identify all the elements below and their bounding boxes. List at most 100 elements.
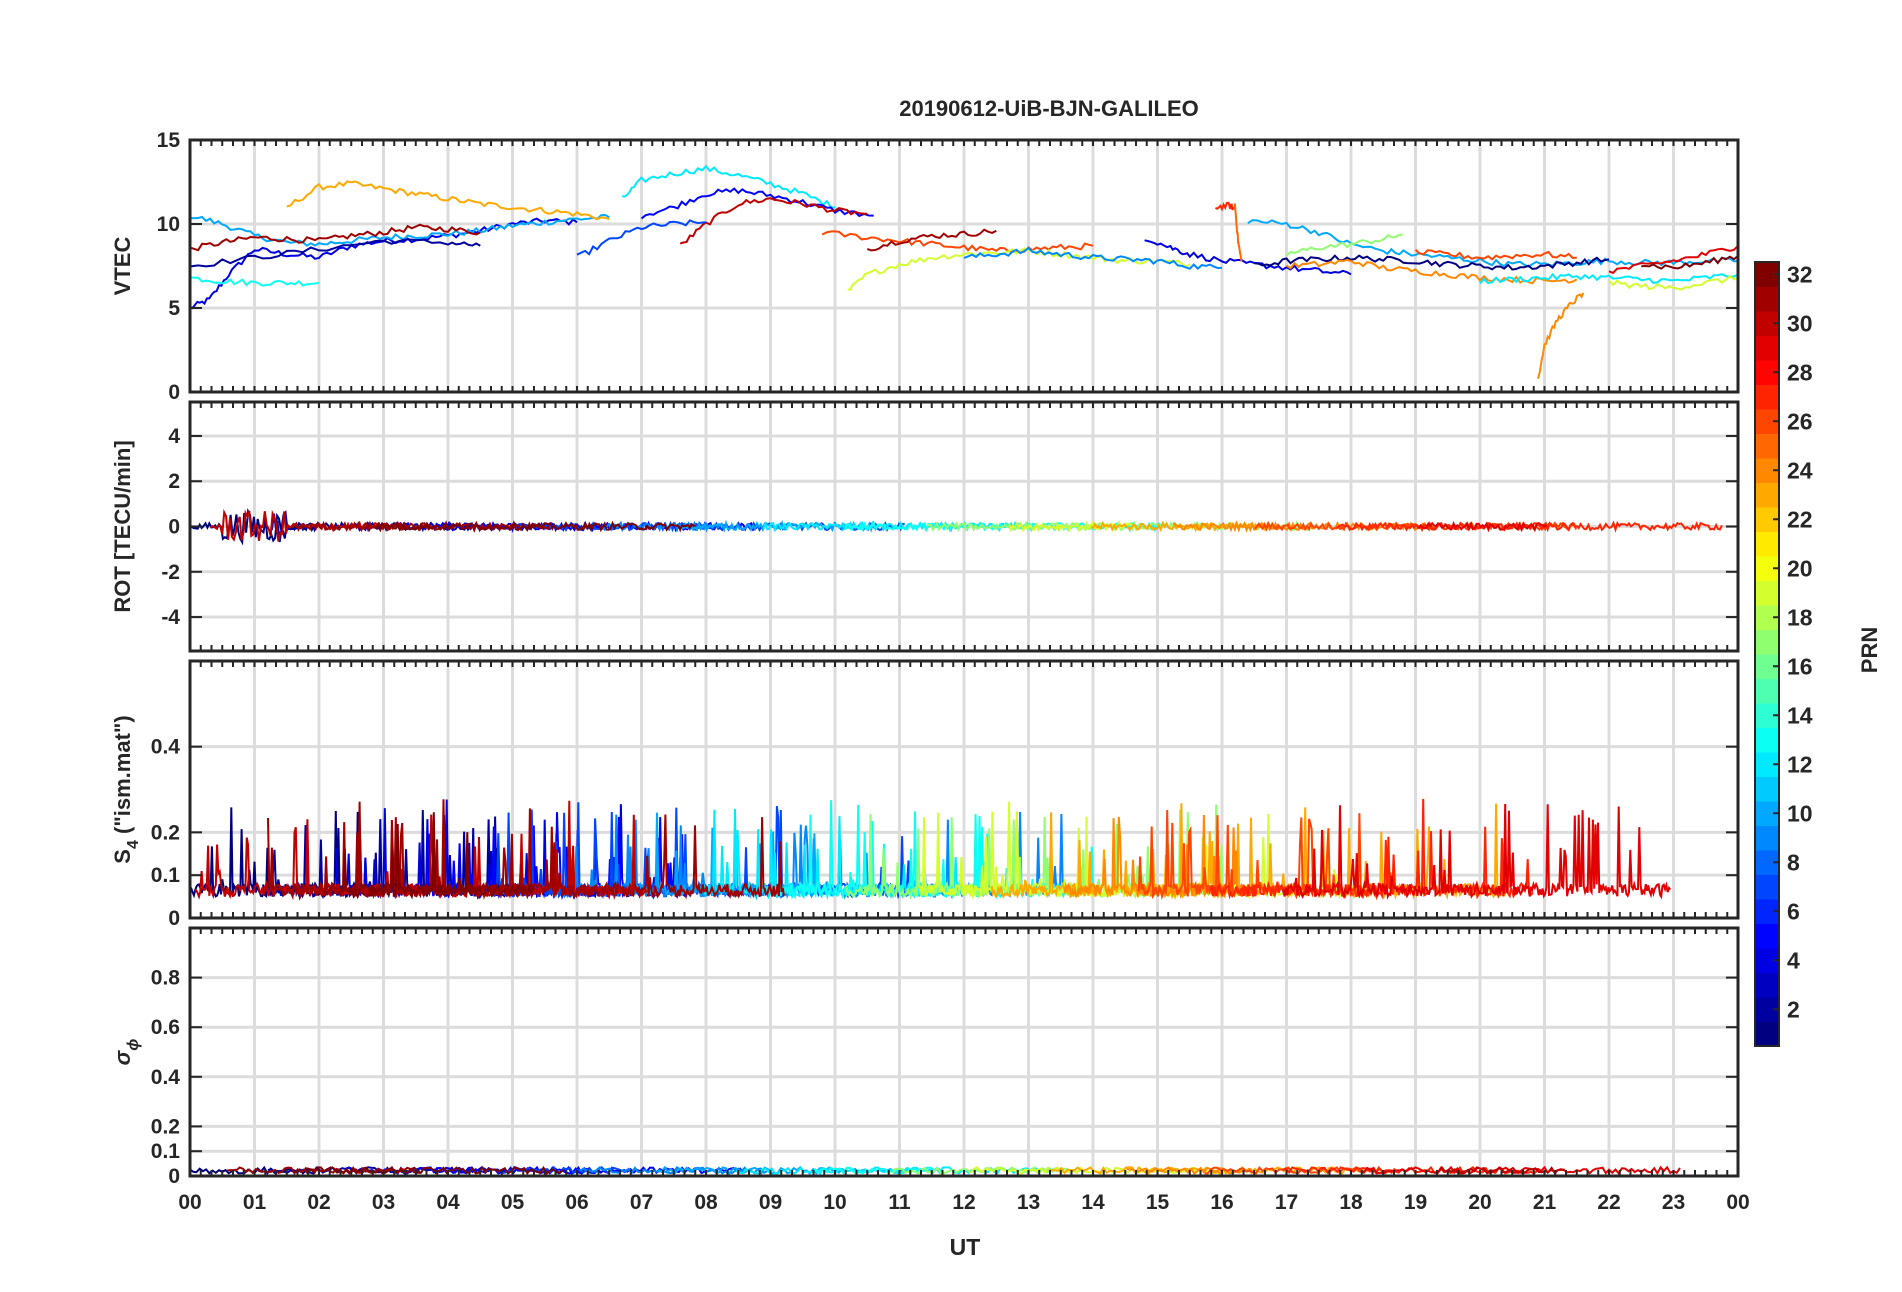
- series-prn-24: [1537, 292, 1585, 379]
- colorbar-tick-label: 10: [1787, 800, 1813, 826]
- y-tick-label: 15: [157, 129, 181, 152]
- colorbar-swatch: [1755, 335, 1779, 361]
- colorbar-tick-label: 2: [1787, 996, 1800, 1022]
- y-tick-label: 4: [168, 425, 180, 448]
- chart-title: 20190612-UiB-BJN-GALILEO: [899, 96, 1199, 121]
- series-prn-19: [1608, 274, 1739, 291]
- y-tick-label: -2: [161, 561, 180, 584]
- colorbar-swatch: [1755, 433, 1779, 459]
- panel-2: -4 -2 0 2 4 ROT [TECU/min]: [110, 400, 1740, 653]
- y-label-subscript: 4: [125, 840, 142, 849]
- x-tick-label: 10: [823, 1191, 846, 1214]
- x-tick-label: 00: [178, 1191, 201, 1214]
- colorbar-tick-label: 30: [1787, 310, 1813, 336]
- x-tick-label: 00: [1726, 1191, 1749, 1214]
- x-tick-label: 08: [694, 1191, 718, 1214]
- colorbar-tick-label: 18: [1787, 604, 1813, 630]
- series-prn-23: [286, 180, 610, 221]
- series-prn-27: [1214, 201, 1236, 212]
- y-label-main: S: [110, 849, 135, 864]
- y-tick-label: 0: [168, 516, 180, 539]
- y-axis-label: σϕ: [110, 1039, 142, 1066]
- colorbar-swatch: [1755, 286, 1779, 312]
- series-prn-29: [1282, 803, 1672, 900]
- series-prn-9: [598, 520, 729, 533]
- colorbar-tick-label: 8: [1787, 849, 1800, 875]
- colorbar-swatch: [1755, 727, 1779, 753]
- series-prn-12: [762, 520, 1022, 533]
- x-tick-label: 03: [372, 1191, 395, 1214]
- y-tick-label: 0.1: [151, 1140, 181, 1163]
- y-label-main: VTEC: [110, 237, 135, 296]
- colorbar-tick-label: 26: [1787, 408, 1813, 434]
- x-tick-label: 20: [1468, 1191, 1491, 1214]
- x-tick-label: 16: [1210, 1191, 1233, 1214]
- y-tick-label: 0.2: [151, 1115, 180, 1138]
- colorbar-swatch: [1755, 531, 1779, 557]
- y-tick-label: 5: [168, 297, 180, 320]
- colorbar-tick-label: 12: [1787, 751, 1813, 777]
- colorbar-tick-label: 20: [1787, 555, 1813, 581]
- x-tick-label: 14: [1081, 1191, 1105, 1214]
- series-prn-9: [579, 1166, 771, 1175]
- colorbar-tick-label: 6: [1787, 898, 1800, 924]
- x-tick-label: 18: [1339, 1191, 1363, 1214]
- y-tick-label: 0.1: [151, 864, 181, 887]
- x-tick-label: 11: [888, 1191, 911, 1214]
- series-prn-12: [621, 164, 836, 209]
- colorbar-tick-label: 14: [1787, 702, 1813, 728]
- x-tick-label: 04: [436, 1191, 460, 1214]
- y-tick-label: 0.4: [151, 736, 181, 759]
- series-prn-17: [1285, 233, 1404, 257]
- x-tick-label: 09: [759, 1191, 782, 1214]
- panel-1: 0 5 10 15 VTEC: [110, 129, 1740, 404]
- colorbar-tick-label: 22: [1787, 506, 1813, 532]
- y-tick-label: 0.6: [151, 1016, 180, 1039]
- x-tick-label: 07: [630, 1191, 653, 1214]
- series-prn-32: [304, 1165, 564, 1176]
- colorbar-tick-label: 4: [1787, 947, 1800, 973]
- series-prn-4: [1144, 239, 1352, 276]
- y-axis-label: VTEC: [110, 237, 135, 296]
- colorbar-swatch: [1755, 776, 1779, 802]
- series-prn-32: [374, 520, 696, 533]
- data-series: [189, 508, 1723, 546]
- x-tick-label: 06: [565, 1191, 588, 1214]
- colorbar-swatch: [1755, 678, 1779, 704]
- y-label-rest: ("ism.mat"): [110, 715, 135, 840]
- colorbar-tick-label: 16: [1787, 653, 1813, 679]
- colorbar-label: PRN: [1857, 627, 1882, 673]
- y-label-subscript: ϕ: [125, 1039, 142, 1051]
- colorbar-swatch: [1755, 972, 1779, 998]
- x-tick-label: 12: [952, 1191, 975, 1214]
- y-tick-label: -4: [161, 606, 180, 629]
- colorbar-swatch: [1755, 629, 1779, 655]
- series-prn-24: [1285, 258, 1578, 285]
- y-axis-label: S4 ("ism.mat"): [110, 715, 142, 863]
- colorbar-swatch: [1755, 825, 1779, 851]
- colorbar-frame: [1754, 261, 1780, 1047]
- series-prn-31: [866, 228, 997, 252]
- series-prn-10: [1247, 219, 1739, 268]
- series-prn-25: [1233, 203, 1243, 262]
- series-prn-7: [576, 219, 707, 256]
- y-tick-label: 0.8: [151, 967, 181, 990]
- colorbar-swatch: [1755, 1021, 1779, 1047]
- x-tick-label: 17: [1275, 1191, 1298, 1214]
- colorbar-tick-label: 28: [1787, 359, 1813, 385]
- series-prn-29: [1360, 1165, 1681, 1176]
- series-prn-32: [339, 812, 536, 900]
- x-tick-label: 01: [243, 1191, 267, 1214]
- series-prn-26: [821, 230, 1094, 254]
- series-prn-13: [189, 276, 320, 287]
- x-tick-label: 23: [1662, 1191, 1685, 1214]
- x-tick-label: 13: [1017, 1191, 1040, 1214]
- series-prn-10: [681, 519, 876, 533]
- colorbar-tick-label: 32: [1787, 261, 1813, 287]
- data-series: [189, 164, 1739, 379]
- x-axis-label: UT: [950, 1234, 981, 1260]
- colorbar-swatch: [1755, 580, 1779, 606]
- series-prn-1: [1254, 254, 1610, 271]
